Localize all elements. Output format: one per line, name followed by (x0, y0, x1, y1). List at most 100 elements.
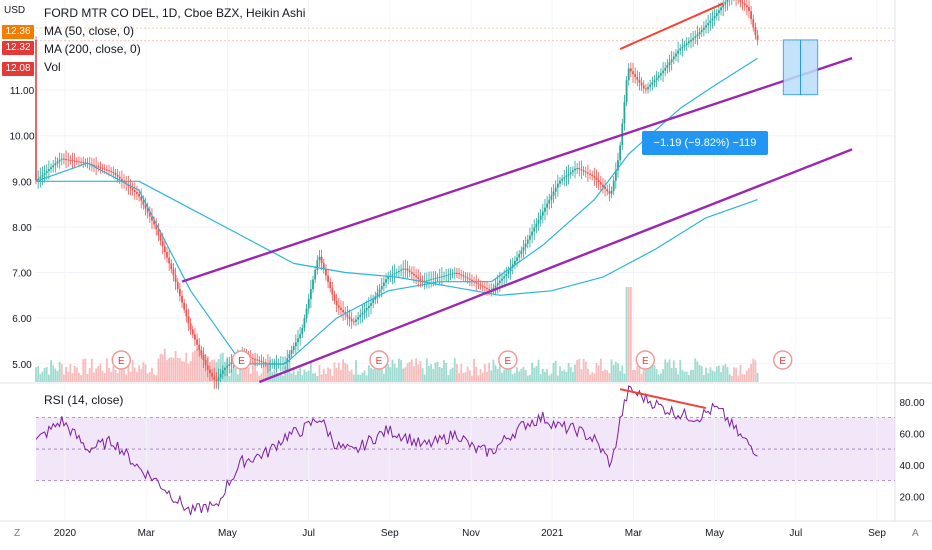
volume-bar (696, 361, 699, 382)
candle-body (438, 276, 441, 278)
candle-body (404, 268, 407, 270)
volume-bar (460, 363, 463, 382)
volume-bar (638, 365, 641, 382)
candle-body (722, 4, 725, 8)
volume-bar (722, 365, 725, 382)
volume-bar (114, 370, 117, 382)
candle-body (361, 312, 364, 315)
volume-bar (623, 373, 626, 382)
candle-body (65, 159, 67, 161)
volume-bar (138, 365, 140, 382)
candle-body (700, 29, 703, 33)
candle-body (413, 273, 415, 276)
divergence-price-line (619, 2, 724, 50)
volume-bar (382, 373, 385, 382)
candle-body (209, 369, 211, 374)
candle-body (288, 354, 291, 359)
volume-bar (453, 358, 456, 382)
volume-bar (65, 367, 67, 382)
candle-body (713, 15, 716, 19)
volume-bar (458, 373, 460, 382)
candle-body (524, 243, 527, 248)
volume-bar (735, 367, 737, 382)
candle-body (221, 370, 224, 374)
candle-body (385, 279, 387, 283)
candle-body (554, 187, 557, 192)
volume-bar (389, 367, 392, 382)
earnings-marker-icon (111, 350, 132, 370)
volume-bar (166, 360, 168, 382)
volume-bar (116, 373, 119, 382)
volume-bar (54, 368, 57, 382)
volume-bar (370, 368, 372, 382)
candle-body (509, 267, 512, 272)
candle-body (718, 10, 720, 14)
volume-bar (69, 363, 72, 382)
volume-bar (198, 349, 201, 382)
volume-bar (754, 360, 757, 382)
candle-body (518, 254, 521, 258)
volume-bar (359, 374, 362, 382)
volume-bar (170, 357, 173, 382)
candle-body (131, 188, 134, 191)
volume-bar (707, 373, 710, 382)
volume-bar (554, 360, 557, 382)
volume-bar (262, 363, 265, 382)
rsi-legend[interactable]: RSI (14, close) (44, 393, 124, 407)
candle-body (503, 276, 506, 279)
candle-body (475, 282, 478, 284)
ma50-legend[interactable]: MA (50, close, 0) (44, 24, 135, 38)
volume-bar (367, 365, 370, 382)
volume-bar (690, 369, 692, 382)
volume-bar (430, 364, 433, 382)
volume-bar (303, 369, 306, 382)
timezone-toggle-icon[interactable]: Z (14, 528, 21, 539)
volume-bar (112, 366, 115, 382)
symbol-title[interactable]: FORD MTR CO DEL, 1D, Cboe BZX, Heikin As… (44, 6, 306, 20)
candle-body (587, 172, 589, 174)
volume-bar (275, 372, 278, 382)
candle-body (602, 184, 604, 187)
volume-bar (398, 358, 400, 382)
volume-bar (563, 369, 566, 382)
volume-bar (428, 366, 430, 382)
candle-body (576, 168, 579, 170)
candle-body (318, 256, 321, 261)
candle-body (206, 365, 209, 370)
candle-body (299, 334, 302, 339)
candle-body (136, 191, 138, 194)
volume-bar (243, 360, 246, 382)
candle-body (93, 164, 95, 166)
candle-body (346, 314, 349, 317)
volume-bar (320, 374, 323, 382)
candle-body (170, 263, 173, 270)
ma200-legend[interactable]: MA (200, close, 0) (44, 42, 141, 56)
volume-legend[interactable]: Vol (44, 60, 61, 74)
candle-body (335, 300, 338, 306)
volume-bar (750, 363, 753, 382)
volume-bar (337, 362, 340, 382)
volume-bar (496, 368, 499, 382)
candle-body (54, 163, 57, 166)
candle-body (406, 268, 409, 271)
measure-result-label: −1.19 (−9.82%) −119 (642, 131, 768, 155)
candle-body (352, 321, 355, 323)
volume-bar (488, 362, 491, 382)
volume-bar (571, 371, 574, 382)
volume-bar (677, 374, 680, 382)
auto-scale-toggle-icon[interactable]: A (912, 528, 919, 539)
volume-bar (282, 375, 284, 382)
volume-bar (709, 367, 712, 382)
candle-body (752, 19, 755, 28)
candle-body (440, 276, 443, 278)
volume-bar (705, 367, 707, 382)
rsi-tick-label: 80.00 (899, 398, 924, 409)
volume-bar (333, 362, 336, 382)
price-tick-label: 6.00 (12, 314, 32, 325)
candle-body (649, 84, 652, 87)
candle-body (479, 284, 482, 286)
volume-bar (277, 375, 280, 382)
volume-bar (492, 359, 495, 382)
candle-body (176, 282, 179, 289)
